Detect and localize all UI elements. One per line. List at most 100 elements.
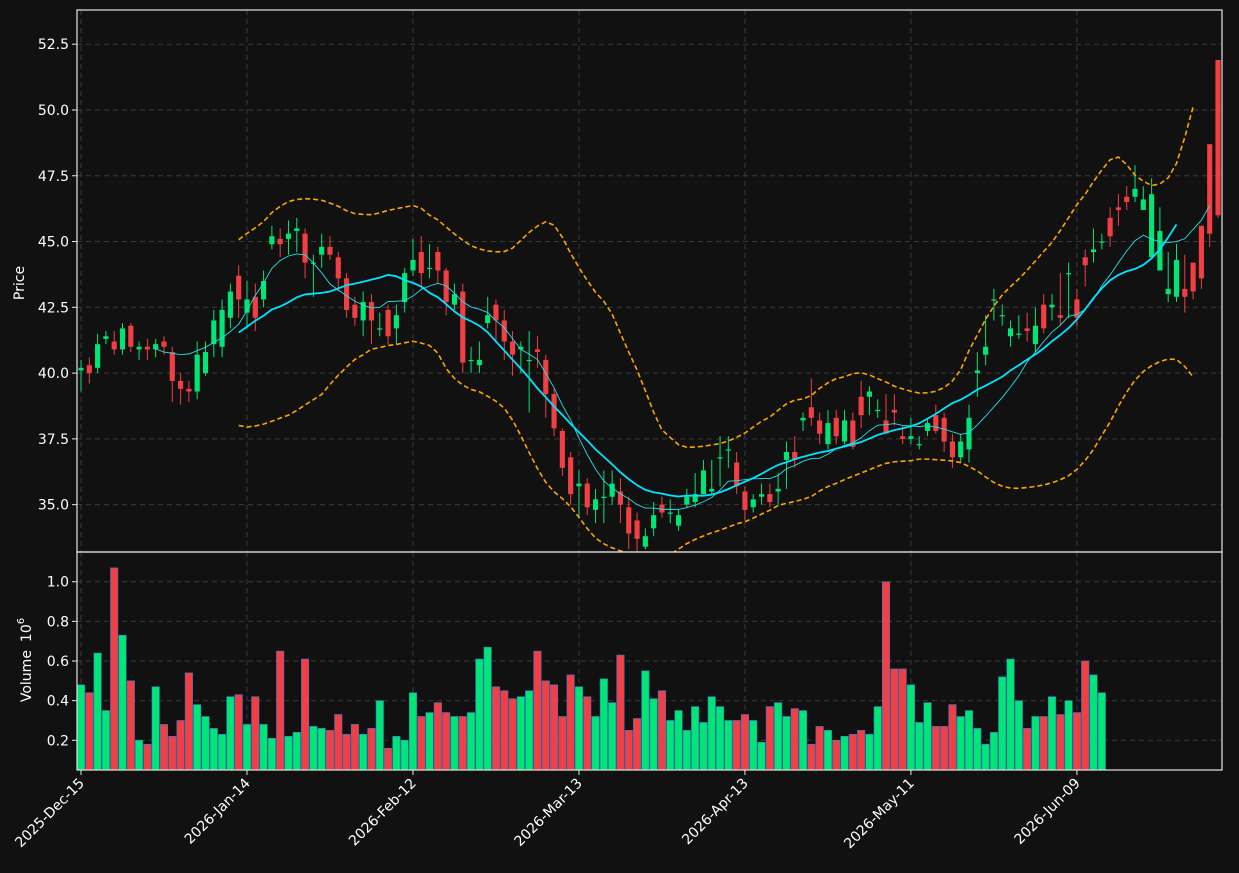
volume-bar xyxy=(101,710,110,770)
volume-bar xyxy=(574,686,583,770)
upper-band-line xyxy=(238,106,1194,449)
volume-bar xyxy=(790,708,799,770)
volume-bar xyxy=(85,692,94,770)
candle-body xyxy=(111,341,117,350)
candle-body xyxy=(86,365,92,374)
volume-bar xyxy=(284,736,293,770)
volume-bar xyxy=(823,730,832,770)
candle-body xyxy=(393,315,399,329)
candle-body xyxy=(1066,273,1072,275)
volume-bar xyxy=(1006,658,1015,770)
candle-body xyxy=(1132,188,1138,197)
volume-bar xyxy=(118,634,127,770)
candle-body xyxy=(252,296,258,318)
candle-body xyxy=(825,423,831,445)
candle-body xyxy=(144,346,150,350)
volume-tick-label: 0.4 xyxy=(47,694,69,710)
candle-body xyxy=(501,320,507,342)
candle-body xyxy=(128,325,134,347)
volume-bar xyxy=(259,724,268,770)
volume-bar xyxy=(442,712,451,770)
volume-tick-label: 0.6 xyxy=(47,654,69,670)
volume-bar xyxy=(566,674,575,770)
volume-bar xyxy=(981,743,990,770)
candle-body xyxy=(717,457,723,459)
candle-body xyxy=(360,302,366,321)
candle-body xyxy=(1140,199,1146,210)
candle-body xyxy=(775,488,781,492)
volume-tick-label: 1.0 xyxy=(47,575,69,591)
volume-bar xyxy=(193,704,202,770)
candle-body xyxy=(194,354,200,392)
price-tick-label: 47.5 xyxy=(38,169,69,185)
price-grid: 35.0 37.5 40.0 42.5 45.0 47.5 50.0 52.5 xyxy=(38,10,1222,552)
price-tick-label: 40.0 xyxy=(38,366,69,382)
candle-body xyxy=(285,233,292,239)
price-tick-label: 45.0 xyxy=(38,235,69,251)
candle-body xyxy=(377,328,383,330)
candle-body xyxy=(468,359,474,362)
volume-bar xyxy=(425,712,434,770)
candle-body xyxy=(966,417,972,450)
candle-body xyxy=(659,504,665,513)
volume-bar xyxy=(881,581,891,770)
candle-body xyxy=(103,336,109,339)
volume-bar xyxy=(1014,700,1023,770)
volume-bar xyxy=(599,678,608,770)
candle-body xyxy=(485,315,491,324)
candle-body xyxy=(941,417,947,442)
candle-body xyxy=(900,436,906,439)
price-panel: 35.0 37.5 40.0 42.5 45.0 47.5 50.0 52.5 xyxy=(38,9,1223,553)
candle-body xyxy=(692,494,698,503)
volume-bar xyxy=(724,720,733,770)
volume-bar xyxy=(475,658,484,770)
candle-body xyxy=(783,452,790,460)
candle-body xyxy=(1032,325,1038,345)
volume-bar xyxy=(948,704,957,770)
candle-body xyxy=(410,259,416,271)
candle-body xyxy=(1165,288,1171,295)
candle-body xyxy=(742,491,748,510)
volume-bar xyxy=(931,726,940,770)
candle-body xyxy=(792,452,798,460)
volume-bar xyxy=(989,732,998,770)
volume-bar xyxy=(890,668,899,770)
volume-bar xyxy=(691,706,700,770)
candle-body xyxy=(402,273,408,303)
volume-grid: 0.2 0.4 0.6 0.8 1.0 xyxy=(47,552,1222,770)
volume-bar xyxy=(93,652,102,770)
volume-bar xyxy=(550,684,559,770)
volume-bar xyxy=(184,672,193,770)
candle-body xyxy=(924,423,931,431)
candle-body xyxy=(236,275,242,300)
candle-body xyxy=(1124,196,1130,203)
volume-bar xyxy=(848,734,857,770)
volume-bar xyxy=(765,706,774,770)
volume-bar xyxy=(657,690,666,770)
volume-bar xyxy=(516,696,525,770)
volume-bar xyxy=(525,690,534,770)
volume-bar xyxy=(143,743,152,770)
volume-bar xyxy=(375,700,384,770)
candle-body xyxy=(1082,257,1088,266)
volume-bar xyxy=(151,686,160,770)
candle-body xyxy=(418,252,424,274)
candle-body xyxy=(866,391,873,397)
volume-bar xyxy=(317,728,326,770)
candle-body xyxy=(841,420,848,442)
candle-body xyxy=(933,415,939,431)
volume-bar xyxy=(898,668,907,770)
volume-bar xyxy=(840,736,849,770)
candle-body xyxy=(949,441,955,458)
volume-bar xyxy=(865,734,874,770)
volume-bar xyxy=(384,747,393,770)
candle-body xyxy=(758,494,765,497)
price-tick-label: 42.5 xyxy=(38,300,69,316)
volume-bar xyxy=(608,702,617,770)
volume-bar xyxy=(749,720,758,770)
candle-body xyxy=(435,252,441,271)
volume-bar xyxy=(699,722,708,770)
candle-body xyxy=(634,520,640,539)
volume-bar xyxy=(325,730,335,770)
volume-bar xyxy=(541,680,550,770)
